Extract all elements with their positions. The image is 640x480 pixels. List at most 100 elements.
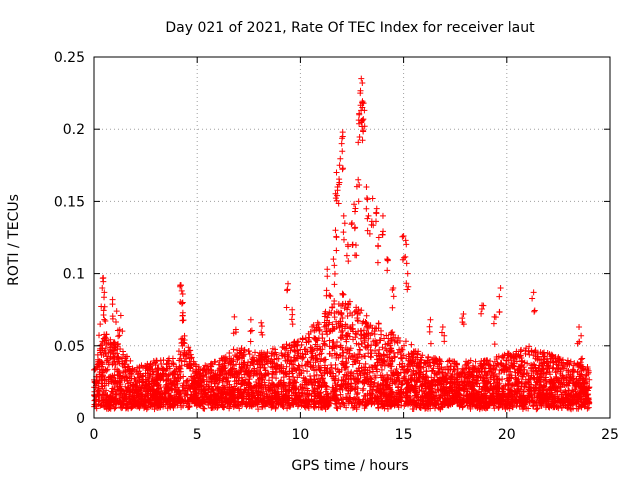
data-point bbox=[550, 364, 557, 371]
data-point bbox=[101, 396, 108, 403]
data-point bbox=[302, 385, 309, 392]
data-point bbox=[269, 394, 276, 401]
data-point bbox=[400, 375, 407, 382]
data-point bbox=[248, 385, 255, 392]
data-point bbox=[369, 391, 376, 398]
data-point bbox=[361, 380, 368, 387]
data-point bbox=[140, 384, 147, 391]
data-point bbox=[91, 379, 98, 386]
data-point bbox=[362, 353, 369, 360]
data-point bbox=[331, 314, 338, 321]
data-point bbox=[331, 391, 338, 398]
data-point bbox=[481, 390, 488, 397]
data-point bbox=[505, 393, 512, 400]
data-point bbox=[315, 392, 322, 399]
data-point bbox=[404, 366, 411, 373]
data-point bbox=[552, 375, 559, 382]
data-point bbox=[338, 366, 345, 373]
data-point bbox=[106, 394, 113, 401]
data-point bbox=[399, 364, 406, 371]
data-point bbox=[578, 383, 585, 390]
data-point bbox=[454, 378, 461, 385]
data-point bbox=[127, 382, 134, 389]
data-point bbox=[496, 370, 503, 377]
data-point bbox=[423, 367, 430, 374]
data-point bbox=[363, 312, 370, 319]
data-point bbox=[94, 373, 101, 380]
data-point bbox=[515, 385, 522, 392]
data-point bbox=[323, 327, 330, 334]
data-point bbox=[356, 309, 363, 316]
data-point bbox=[570, 368, 577, 375]
data-point bbox=[106, 346, 113, 353]
data-point bbox=[434, 386, 441, 393]
data-point bbox=[241, 371, 248, 378]
data-point bbox=[540, 365, 547, 372]
data-point bbox=[496, 367, 503, 374]
data-point bbox=[224, 356, 231, 363]
data-point bbox=[176, 398, 183, 405]
data-point bbox=[405, 385, 412, 392]
data-point bbox=[153, 393, 160, 400]
data-point bbox=[238, 381, 245, 388]
data-point bbox=[362, 319, 369, 326]
data-point bbox=[558, 391, 565, 398]
data-point bbox=[521, 383, 528, 390]
data-point bbox=[403, 355, 410, 362]
data-point bbox=[416, 361, 423, 368]
data-point bbox=[240, 353, 247, 360]
data-point bbox=[332, 342, 339, 349]
data-point bbox=[426, 359, 433, 366]
data-point bbox=[307, 328, 314, 335]
data-point bbox=[228, 358, 235, 365]
data-point bbox=[413, 371, 420, 378]
data-point bbox=[332, 377, 339, 384]
data-point bbox=[211, 380, 218, 387]
data-point bbox=[171, 368, 178, 375]
data-point bbox=[356, 360, 363, 367]
data-point bbox=[371, 372, 378, 379]
data-point bbox=[138, 378, 145, 385]
data-point bbox=[200, 405, 207, 412]
data-point bbox=[454, 398, 461, 405]
data-point bbox=[352, 330, 359, 337]
data-point bbox=[459, 382, 466, 389]
data-point bbox=[538, 361, 545, 368]
data-point bbox=[477, 363, 484, 370]
data-point bbox=[367, 354, 374, 361]
data-point bbox=[333, 354, 340, 361]
data-point bbox=[518, 380, 525, 387]
data-point bbox=[282, 351, 289, 358]
data-point bbox=[514, 369, 521, 376]
data-point bbox=[185, 403, 192, 410]
data-point bbox=[395, 389, 402, 396]
data-point bbox=[386, 340, 393, 347]
data-point bbox=[458, 401, 465, 408]
data-point bbox=[547, 359, 554, 366]
data-point bbox=[254, 401, 261, 408]
data-point bbox=[290, 354, 297, 361]
data-point bbox=[329, 384, 336, 391]
data-point bbox=[339, 300, 346, 307]
data-point bbox=[354, 315, 361, 322]
data-point bbox=[574, 360, 581, 367]
data-point bbox=[209, 386, 216, 393]
data-point bbox=[313, 371, 320, 378]
data-point bbox=[263, 400, 270, 407]
data-point bbox=[451, 396, 458, 403]
data-point bbox=[165, 360, 172, 367]
data-point bbox=[192, 387, 199, 394]
data-point bbox=[111, 397, 118, 404]
data-point bbox=[123, 404, 130, 411]
data-point bbox=[353, 391, 360, 398]
data-point bbox=[150, 371, 157, 378]
data-point bbox=[408, 341, 415, 348]
data-point bbox=[333, 404, 340, 411]
data-point bbox=[504, 377, 511, 384]
data-point bbox=[524, 379, 531, 386]
data-point bbox=[298, 341, 305, 348]
data-point bbox=[403, 393, 410, 400]
data-point bbox=[122, 391, 129, 398]
data-point bbox=[103, 341, 110, 348]
data-point bbox=[372, 337, 379, 344]
